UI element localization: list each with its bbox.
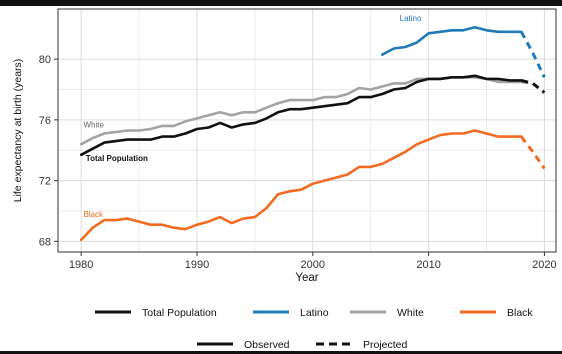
total-population-series-label: Total Population xyxy=(86,154,148,163)
legend-label-total-population: Total Population xyxy=(142,307,217,319)
white-projected-line xyxy=(521,80,546,94)
legend-label-projected: Projected xyxy=(363,339,408,351)
plot-panel xyxy=(57,8,557,253)
gridlines xyxy=(58,9,556,252)
total-population-observed-line xyxy=(79,74,523,157)
x-tick-label: 2000 xyxy=(301,259,325,271)
latino-observed-line xyxy=(380,25,523,56)
y-tick-label: 72 xyxy=(39,176,51,188)
series-lines xyxy=(79,25,546,242)
top-border xyxy=(0,0,562,6)
x-tick-label: 2010 xyxy=(416,259,440,271)
legend-label-white: White xyxy=(397,307,424,319)
y-tick-label: 68 xyxy=(39,236,51,248)
x-axis-title: Year xyxy=(295,272,318,284)
black-observed-line xyxy=(79,129,523,242)
y-tick-label: 76 xyxy=(39,115,51,127)
x-tick-label: 1980 xyxy=(69,259,93,271)
black-projected-line xyxy=(520,135,546,170)
legend-label-latino: Latino xyxy=(300,307,329,319)
axis-ticks: 1980 1990 2000 2010 2020 68 72 76 80 xyxy=(39,54,557,271)
legend-label-observed: Observed xyxy=(244,339,290,351)
legend-linetypes: Observed Projected xyxy=(197,339,408,351)
series-labels: Latino White Total Population Black xyxy=(83,14,422,219)
legend-label-black: Black xyxy=(507,307,533,319)
white-series-label: White xyxy=(83,120,104,129)
y-tick-label: 80 xyxy=(39,54,51,66)
black-series-label: Black xyxy=(83,210,104,219)
y-axis-title: Life expectancy at birth (years) xyxy=(12,59,24,203)
bottom-border xyxy=(0,351,562,354)
x-tick-label: 1990 xyxy=(185,259,209,271)
latino-series-label: Latino xyxy=(400,14,422,23)
legend-groups: Total Population Latino White Black xyxy=(95,307,533,319)
total-population-projected-line xyxy=(520,78,546,94)
x-tick-label: 2020 xyxy=(532,259,556,271)
latino-projected-line xyxy=(519,31,546,78)
